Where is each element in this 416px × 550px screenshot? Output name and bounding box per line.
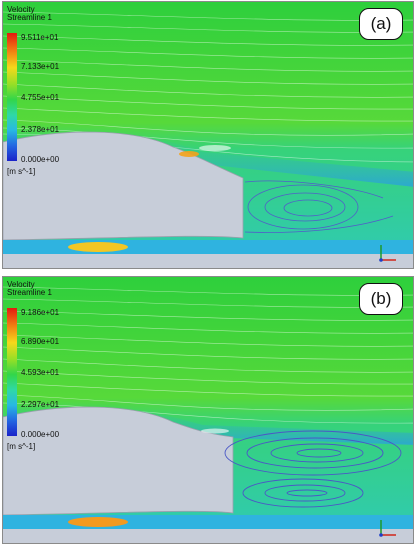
colorbar-legend: Velocity Streamline 1 9.511e+01 7.133e+0… — [7, 5, 85, 176]
legend-subtitle: Streamline 1 — [7, 288, 52, 297]
legend-tick-2: 4.593e+01 — [21, 368, 60, 377]
legend-tick-max: 9.511e+01 — [21, 33, 59, 42]
panel-label: (b) — [359, 283, 403, 315]
legend-unit: [m s^-1] — [7, 167, 36, 176]
legend-unit: [m s^-1] — [7, 442, 36, 451]
body-shape — [3, 131, 244, 241]
velocity-panel-a: Velocity Streamline 1 9.511e+01 7.133e+0… — [2, 1, 414, 269]
colorbar — [7, 33, 17, 161]
colorbar-legend: Velocity Streamline 1 9.186e+01 6.890e+0… — [7, 280, 85, 451]
legend-title: Velocity — [7, 5, 35, 14]
legend-title: Velocity — [7, 280, 35, 289]
legend-tick-min: 0.000e+00 — [21, 155, 60, 164]
legend-tick-max: 9.186e+01 — [21, 308, 60, 317]
legend-tick-3: 7.133e+01 — [21, 62, 60, 71]
recirculation-vortex — [244, 180, 394, 233]
legend-tick-1: 2.378e+01 — [21, 125, 60, 134]
colorbar — [7, 308, 17, 436]
recirculation-vortex — [224, 430, 402, 508]
body-shape — [3, 406, 234, 516]
legend-tick-1: 2.297e+01 — [21, 400, 60, 409]
legend-tick-2: 4.755e+01 — [21, 93, 60, 102]
legend-tick-3: 6.890e+01 — [21, 337, 60, 346]
streamlines — [3, 11, 413, 163]
axis-triad-icon — [379, 245, 396, 262]
velocity-field-plot — [3, 277, 413, 543]
velocity-field-plot — [3, 2, 413, 268]
panel-label: (a) — [359, 8, 403, 40]
velocity-panel-b: Velocity Streamline 1 9.186e+01 6.890e+0… — [2, 276, 414, 544]
streamlines — [3, 286, 413, 424]
legend-tick-min: 0.000e+00 — [21, 430, 60, 439]
axis-triad-icon — [379, 520, 396, 537]
legend-subtitle: Streamline 1 — [7, 13, 52, 22]
